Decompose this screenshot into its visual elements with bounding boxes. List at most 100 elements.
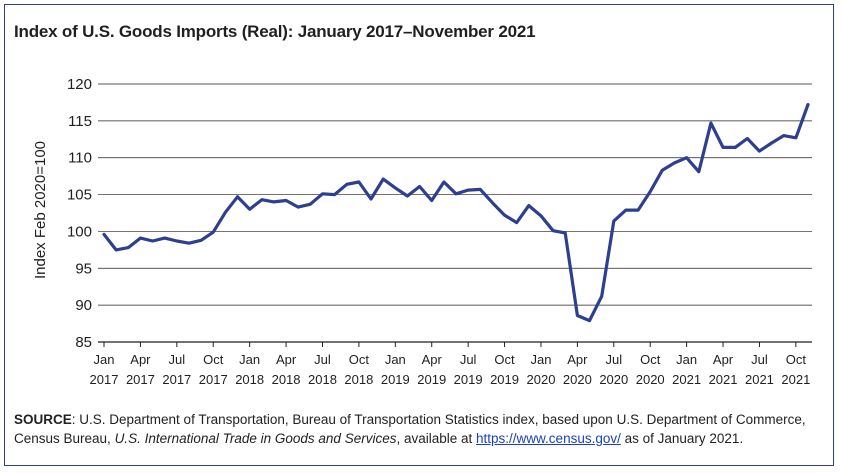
data-point	[661, 169, 664, 172]
data-point	[430, 199, 433, 202]
series-group	[102, 102, 810, 323]
data-point	[539, 214, 543, 218]
y-axis-ticks: 85 90 95 100 105 110 115 120	[67, 76, 92, 351]
data-point	[624, 208, 628, 212]
source-link[interactable]: https://www.census.gov/	[476, 431, 621, 446]
data-point	[515, 221, 518, 224]
data-point	[734, 146, 737, 149]
y-tick-label: 90	[75, 297, 92, 314]
data-point	[394, 186, 397, 190]
x-tick-month: Oct	[349, 352, 370, 367]
data-point	[806, 103, 810, 106]
data-point	[612, 219, 615, 223]
data-point	[491, 201, 494, 204]
data-point	[636, 208, 640, 212]
y-tick-label: 110	[68, 150, 92, 167]
data-point	[551, 229, 555, 232]
data-point	[333, 193, 336, 196]
data-point	[600, 295, 603, 298]
data-point	[382, 177, 385, 181]
x-tick-year: 2017	[199, 372, 228, 387]
x-tick-month: Jul	[751, 352, 768, 367]
x-tick-month: Jul	[605, 352, 622, 367]
x-tick-year: 2018	[272, 372, 301, 387]
data-point	[588, 319, 591, 322]
data-point	[442, 180, 446, 184]
x-tick-year: 2018	[308, 372, 337, 387]
y-tick-label: 95	[75, 260, 92, 277]
data-point	[260, 198, 263, 201]
x-tick-month: Jul	[460, 352, 477, 367]
data-point	[139, 236, 142, 240]
x-tick-year: 2019	[454, 372, 483, 387]
data-point	[236, 195, 239, 198]
data-point	[297, 205, 300, 209]
data-point	[758, 149, 761, 153]
y-tick-label: 120	[67, 76, 92, 93]
data-point	[564, 231, 567, 235]
source-publication: U.S. International Trade in Goods and Se…	[114, 431, 397, 446]
x-tick-year: 2018	[344, 372, 373, 387]
x-tick-year: 2017	[90, 372, 119, 387]
chart-title: Index of U.S. Goods Imports (Real): Janu…	[14, 22, 536, 41]
source-text-3: as of January 2021.	[620, 431, 744, 446]
source-label: SOURCE	[14, 412, 72, 427]
data-point	[794, 136, 798, 139]
data-point	[212, 231, 215, 234]
data-point	[357, 180, 361, 184]
data-point	[576, 314, 579, 317]
x-tick-month: Oct	[786, 352, 807, 367]
y-tick-label: 115	[68, 113, 92, 130]
x-tick-month: Oct	[203, 352, 224, 367]
source-text-2: , available at	[396, 431, 477, 446]
x-tick-month: Jan	[94, 352, 115, 367]
data-point	[503, 214, 506, 217]
data-point	[466, 188, 470, 192]
data-point	[187, 242, 191, 245]
data-point	[284, 199, 288, 202]
source-text-1: : U.S. Department of Transportation, Bur…	[14, 412, 806, 446]
x-tick-year: 2018	[235, 372, 264, 387]
x-tick-year: 2021	[745, 372, 774, 387]
x-tick-month: Jul	[169, 352, 186, 367]
data-point	[199, 239, 203, 242]
data-point	[685, 156, 688, 159]
x-tick-month: Jul	[314, 352, 331, 367]
x-tick-year: 2021	[672, 372, 701, 387]
x-tick-month: Jan	[676, 352, 697, 367]
data-point	[721, 146, 725, 149]
x-tick-month: Jan	[385, 352, 406, 367]
data-point	[673, 161, 676, 165]
data-point	[369, 197, 373, 201]
data-point	[272, 200, 276, 204]
x-tick-year: 2020	[563, 372, 592, 387]
data-point	[697, 170, 700, 173]
data-point	[782, 134, 785, 137]
data-point	[248, 208, 251, 211]
data-point	[321, 192, 324, 195]
data-point	[175, 239, 178, 243]
x-tick-year: 2017	[162, 372, 191, 387]
x-tick-month: Jan	[239, 352, 260, 367]
x-tick-year: 2019	[417, 372, 446, 387]
gridlines	[98, 83, 812, 306]
data-point	[102, 233, 106, 236]
x-tick-month: Apr	[567, 352, 588, 367]
x-tick-year: 2021	[781, 372, 810, 387]
x-tick-year: 2021	[709, 372, 738, 387]
x-tick-month: Apr	[422, 352, 443, 367]
data-point	[454, 192, 458, 195]
source-note: SOURCE: U.S. Department of Transportatio…	[14, 410, 814, 448]
data-point	[345, 183, 348, 186]
x-tick-month: Apr	[713, 352, 734, 367]
data-point	[309, 203, 312, 206]
x-tick-year: 2019	[381, 372, 410, 387]
data-point	[224, 211, 227, 214]
x-tick-month: Apr	[130, 352, 151, 367]
y-axis-label: Index Feb 2020=100	[32, 141, 49, 279]
data-point	[151, 239, 154, 243]
x-tick-year: 2019	[490, 372, 519, 387]
data-point	[114, 248, 118, 252]
y-tick-label: 85	[75, 334, 92, 351]
